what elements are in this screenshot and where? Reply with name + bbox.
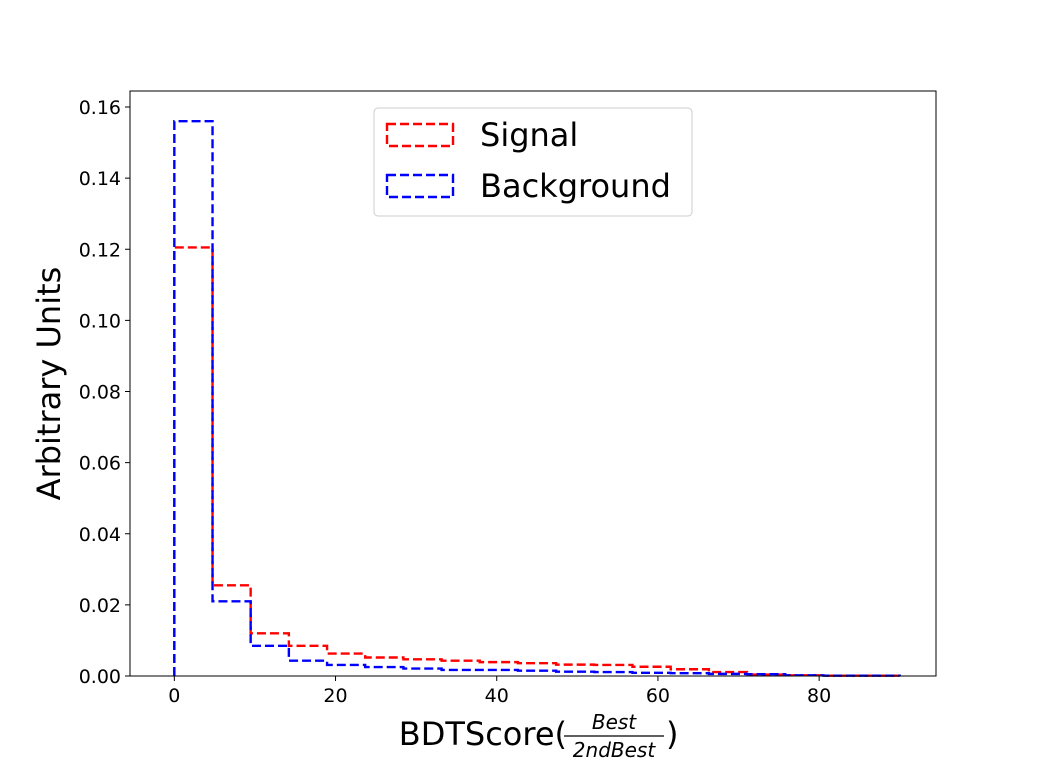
y-tick-label: 0.10 <box>79 310 121 332</box>
x-tick-label: 60 <box>646 685 670 707</box>
y-tick-label: 0.14 <box>79 168 121 190</box>
legend-swatch-background <box>385 173 455 199</box>
x-axis-label-numerator: Best <box>592 710 637 734</box>
y-tick-label: 0.00 <box>79 666 121 688</box>
x-axis-label-prefix: BDTScore( <box>399 715 567 753</box>
plot-area-frame <box>129 90 937 677</box>
x-tick-label: 40 <box>485 685 509 707</box>
y-tick-label: 0.08 <box>79 382 121 404</box>
series-layer <box>173 120 901 677</box>
series-signal-line <box>173 246 901 677</box>
legend-entry-background: Background <box>385 167 671 205</box>
y-tick-label: 0.12 <box>79 239 121 261</box>
x-axis-label: BDTScore( Best 2ndBest ) <box>399 710 679 760</box>
x-tick-label: 0 <box>168 685 180 707</box>
y-tick-label: 0.16 <box>79 97 121 119</box>
y-tick-label: 0.02 <box>79 595 121 617</box>
x-tick-label: 80 <box>807 685 831 707</box>
legend: Signal Background <box>373 107 693 217</box>
y-tick-label: 0.04 <box>79 524 121 546</box>
y-axis-label: Arbitrary Units <box>30 267 68 501</box>
legend-entry-signal: Signal <box>385 116 578 154</box>
x-axis-ticks: 0 20 40 60 80 <box>168 676 831 707</box>
x-tick-label: 20 <box>323 685 347 707</box>
y-axis-ticks: 0.00 0.02 0.04 0.06 0.08 0.10 0.12 0.14 0.16 <box>79 97 130 688</box>
series-background-line <box>173 120 901 677</box>
y-tick-label: 0.06 <box>79 453 121 475</box>
x-axis-label-suffix: ) <box>666 715 678 753</box>
legend-swatch-signal <box>385 122 455 148</box>
legend-label-background: Background <box>480 167 671 205</box>
x-axis-label-denominator: 2ndBest <box>573 738 657 760</box>
legend-label-signal: Signal <box>480 116 578 154</box>
